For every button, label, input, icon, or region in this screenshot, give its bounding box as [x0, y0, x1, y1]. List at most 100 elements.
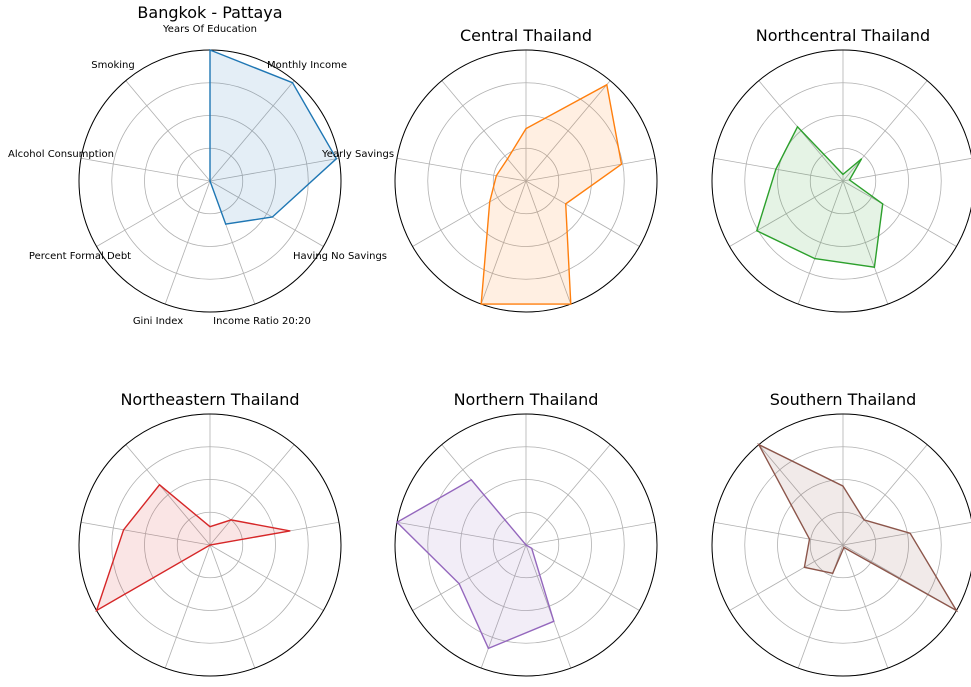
axis-label: Years Of Education [162, 24, 257, 35]
axis-label: Gini Index [133, 316, 183, 327]
grid-spoke [842, 80, 928, 182]
data-point [553, 620, 555, 622]
radar-panel: Northeastern Thailand [78, 390, 342, 677]
data-point [506, 158, 509, 160]
grid-spoke [842, 444, 928, 546]
panel-title: Bangkok - Pattaya [137, 3, 282, 22]
grid-spoke [525, 544, 640, 611]
grid-spoke [729, 180, 844, 247]
data-point [843, 546, 845, 549]
data-point [225, 223, 227, 225]
grid-spoke [164, 180, 211, 305]
axis-label: Yearly Savings [321, 149, 394, 160]
grid-spoke [525, 180, 572, 305]
grid-spoke [396, 157, 527, 182]
data-series-area [395, 478, 555, 650]
data-point [489, 201, 491, 203]
data-point [209, 49, 211, 51]
data-point [814, 258, 816, 260]
data-point [570, 303, 572, 305]
data-point [209, 526, 211, 528]
grid-spoke [797, 180, 844, 305]
data-series-area [209, 48, 338, 225]
data-point [531, 547, 533, 549]
radar-outer-frame [394, 413, 658, 677]
grid-spoke [209, 544, 256, 669]
data-point [271, 216, 273, 218]
data-point [458, 583, 460, 585]
data-point [796, 126, 799, 128]
data-point [873, 266, 876, 268]
grid-spoke [209, 80, 295, 182]
data-point [803, 566, 806, 568]
data-point [209, 180, 211, 182]
grid-spoke [164, 544, 211, 669]
panel-title: Northcentral Thailand [756, 26, 930, 45]
data-point [832, 572, 834, 574]
grid-spoke [842, 158, 971, 182]
grid-spoke [209, 157, 340, 182]
radar-panel: Northcentral Thailand [711, 26, 971, 313]
data-point [758, 444, 760, 446]
panel-title: Central Thailand [460, 26, 592, 45]
grid-spoke [96, 180, 211, 247]
grid-spoke [758, 444, 844, 546]
data-point [842, 485, 844, 487]
data-point [842, 173, 844, 175]
grid-spoke [525, 157, 656, 182]
grid-spoke [525, 444, 611, 546]
grid-spoke [209, 180, 324, 247]
data-point [335, 158, 337, 160]
data-series-area [755, 125, 884, 268]
data-point [289, 530, 291, 532]
radar-panel: Bangkok - Pattaya Years Of Education Month… [8, 3, 394, 327]
radar-panel: Northern Thailand [394, 390, 658, 677]
grid-spoke [80, 157, 211, 182]
grid-spoke [713, 521, 844, 546]
axis-label: Having No Savings [293, 251, 387, 262]
data-point [495, 175, 497, 177]
grid-spoke [525, 544, 572, 669]
radar-outer-frame [394, 49, 658, 313]
data-point [291, 82, 294, 84]
grid-spoke [525, 180, 640, 247]
data-point [756, 230, 758, 232]
data-point [487, 647, 489, 650]
grid-spoke [713, 157, 844, 182]
grid-spoke [842, 522, 971, 546]
axis-label: Income Ratio 20:20 [213, 316, 311, 327]
grid-spoke [525, 521, 656, 546]
data-point [882, 203, 884, 205]
grid-spoke [480, 180, 527, 305]
axis-label: Alcohol Consumption [8, 149, 114, 160]
data-point [863, 519, 865, 521]
data-point [470, 479, 472, 481]
grid-spoke [396, 521, 527, 546]
data-point [480, 303, 482, 305]
axis-label: Percent Formal Debt [29, 251, 131, 262]
data-point [96, 609, 98, 612]
radar-panel: Central Thailand [394, 26, 658, 313]
data-point [620, 163, 623, 165]
radar-outer-frame [78, 413, 342, 677]
data-point [860, 158, 863, 160]
radar-outer-frame [711, 49, 971, 313]
radar-outer-frame [711, 413, 971, 677]
data-point [955, 609, 958, 612]
data-point [230, 519, 232, 521]
axis-label: Smoking [91, 60, 134, 71]
axis-label: Monthly Income [267, 60, 347, 71]
data-point [909, 532, 911, 534]
grid-spoke [729, 544, 844, 611]
grid-spoke [842, 180, 957, 247]
radar-panel: Southern Thailand [711, 390, 971, 677]
data-point [158, 484, 161, 486]
data-point [123, 529, 125, 531]
grid-spoke [125, 444, 211, 546]
data-point [565, 203, 567, 205]
data-point [808, 538, 811, 540]
grid-spoke [209, 444, 295, 546]
data-point [775, 168, 777, 170]
